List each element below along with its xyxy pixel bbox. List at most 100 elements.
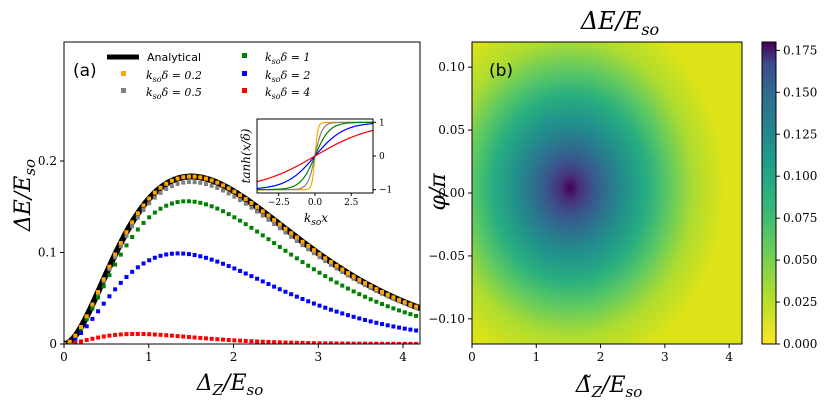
series-point	[164, 203, 169, 208]
series-point	[147, 332, 152, 337]
series-point	[294, 238, 299, 243]
series-point	[141, 208, 146, 212]
series-point	[351, 276, 356, 281]
series-point	[84, 338, 89, 343]
series-point	[380, 322, 385, 327]
series-point	[323, 274, 328, 279]
colorbar-tick-label: 0.100	[783, 169, 817, 183]
inset-y-label: tanh(x/δ)	[239, 128, 253, 183]
series-point	[158, 190, 163, 195]
legend-swatch-0-2	[121, 71, 126, 76]
series-point	[221, 337, 226, 342]
series-point	[362, 294, 367, 299]
y-axis-label-b: φ/π	[426, 173, 451, 211]
series-point	[113, 255, 118, 260]
series-point	[294, 294, 299, 299]
series-point	[323, 305, 328, 310]
series-point	[152, 255, 157, 260]
series-point	[272, 340, 277, 344]
series-point	[249, 225, 254, 230]
series-point	[152, 195, 157, 200]
y-tick-label-b: 0.00	[438, 186, 465, 200]
series-point	[283, 230, 288, 235]
series-point	[215, 180, 220, 185]
series-point	[209, 183, 214, 188]
series-point	[283, 226, 288, 231]
series-point	[186, 199, 191, 204]
series-point	[203, 255, 208, 260]
series-point	[107, 273, 112, 278]
series-point	[374, 341, 379, 344]
series-point	[135, 265, 140, 270]
series-point	[243, 338, 248, 343]
series-point	[351, 289, 356, 294]
series-point	[158, 253, 163, 258]
series-point	[96, 335, 101, 340]
series-point	[294, 256, 299, 261]
series-point	[351, 314, 356, 319]
series-point	[186, 180, 191, 185]
series-point	[328, 260, 333, 265]
axes-frame-a	[63, 41, 421, 345]
inset-x-tick-label: 2.5	[344, 198, 359, 208]
series-point	[198, 254, 203, 259]
series-point	[198, 175, 203, 180]
series-point	[169, 333, 174, 338]
series-point	[368, 284, 373, 289]
series-point	[311, 248, 316, 253]
series-point	[226, 337, 231, 342]
series-point	[260, 233, 265, 238]
series-point	[385, 304, 390, 309]
series-point	[169, 184, 174, 189]
series-point	[289, 234, 294, 239]
y-tick-label-a: 0	[49, 337, 57, 351]
series-point	[408, 341, 413, 344]
series-point	[232, 194, 237, 199]
series-point	[141, 332, 146, 337]
series-point	[277, 287, 282, 292]
series-point	[306, 244, 311, 249]
x-tick-label-b: 4	[725, 350, 733, 364]
colorbar	[761, 41, 777, 345]
series-point	[186, 335, 191, 340]
series-point	[152, 210, 157, 215]
series-point	[334, 263, 339, 268]
series-point	[221, 188, 226, 193]
inset-y-tick-label: 1	[379, 118, 385, 128]
series-point	[340, 283, 345, 288]
series-point	[90, 302, 95, 307]
series-point	[203, 202, 208, 207]
series-point	[221, 209, 226, 214]
series-point	[408, 327, 413, 332]
x-tick-label-b: 3	[661, 350, 669, 364]
series-point	[164, 252, 169, 257]
series-point	[84, 324, 89, 329]
series-point	[73, 336, 78, 341]
series-point	[300, 340, 305, 344]
series-point	[226, 186, 231, 191]
series-point	[289, 231, 294, 236]
series-point	[113, 262, 118, 267]
series-point	[391, 324, 396, 329]
series-point	[118, 240, 123, 245]
series-point	[277, 222, 282, 227]
series-point	[374, 299, 379, 304]
series-point	[181, 175, 186, 180]
series-point	[362, 317, 367, 322]
series-point	[130, 224, 135, 229]
series-point	[152, 190, 157, 195]
x-tick-label-a: 3	[314, 350, 322, 364]
series-point	[181, 199, 186, 204]
series-point	[283, 248, 288, 253]
series-point	[328, 262, 333, 267]
series-point	[272, 222, 277, 227]
series-point	[328, 341, 333, 344]
series-point	[255, 276, 260, 281]
legend-label-0-2: ksoδ = 0.2	[146, 69, 202, 84]
series-point	[328, 307, 333, 312]
panel-label-b: (b)	[489, 61, 513, 81]
x-tick-label-b: 0	[468, 350, 476, 364]
series-point	[130, 331, 135, 336]
series-point	[90, 306, 95, 311]
series-point	[345, 273, 350, 278]
